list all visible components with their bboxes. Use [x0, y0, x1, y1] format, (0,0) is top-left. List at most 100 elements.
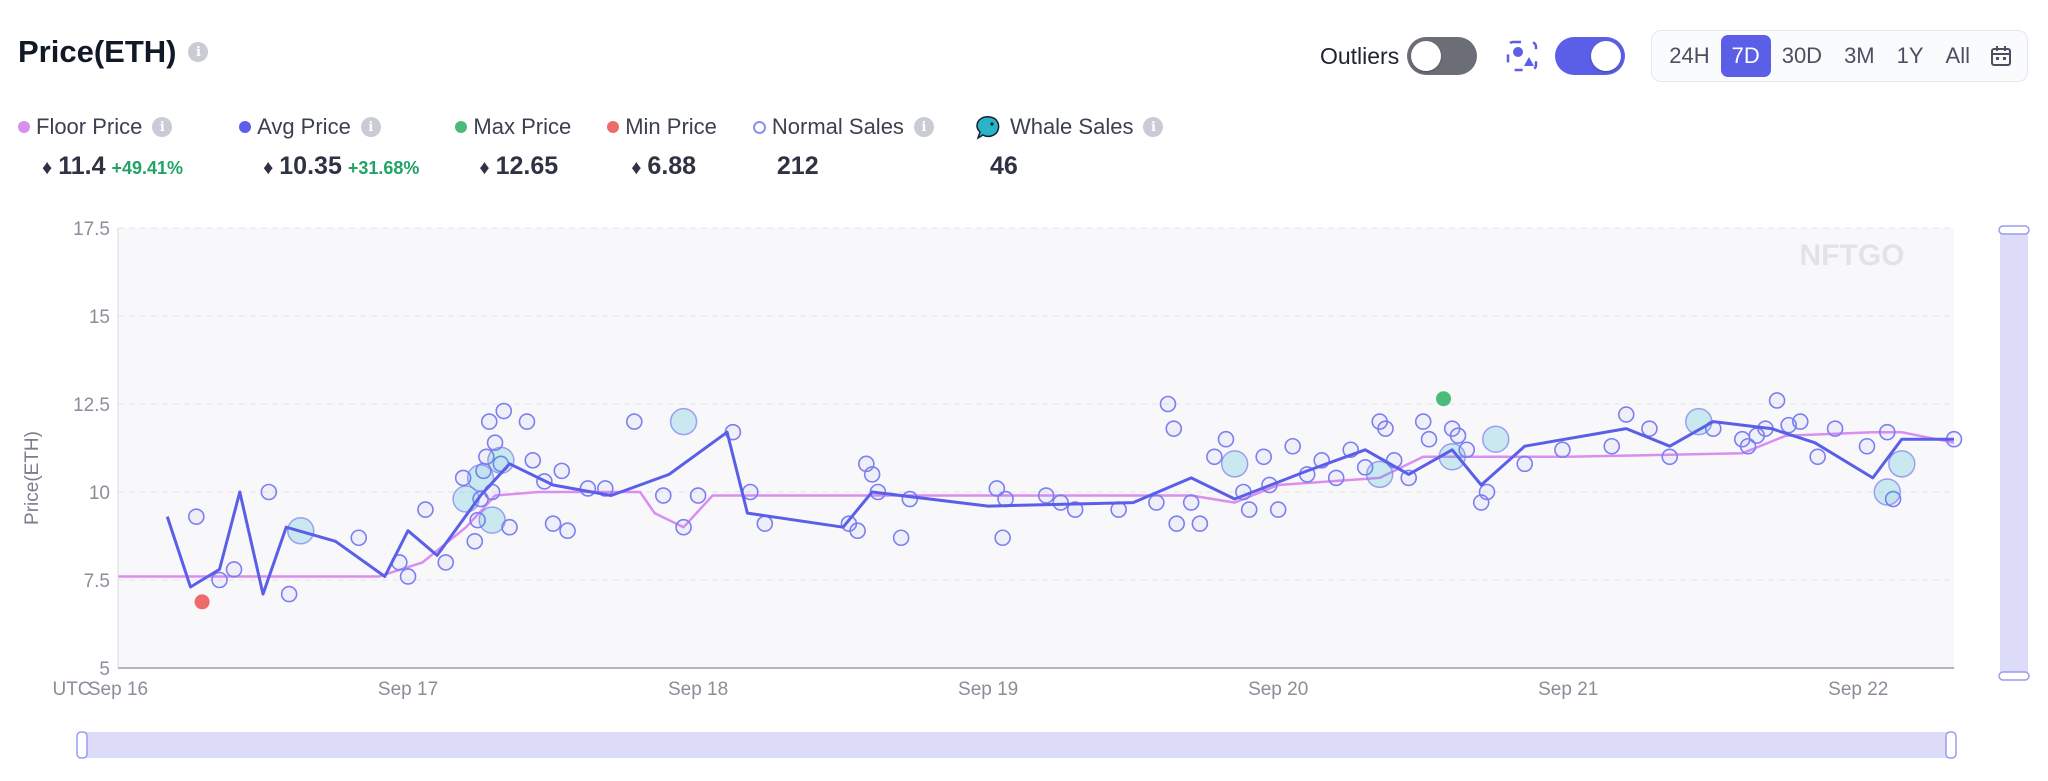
whale-sale-point: [478, 506, 506, 534]
legend-max-label: Max Price: [473, 114, 572, 139]
normal-sales-value: 212: [776, 152, 819, 180]
normal-sale-point: [1182, 494, 1200, 511]
horizontal-slider-left-handle[interactable]: [76, 731, 88, 759]
range-24h-button[interactable]: 24H: [1669, 43, 1710, 68]
normal-sale-point: [536, 473, 553, 490]
normal-sale-point: [469, 511, 486, 529]
normal-sale-point: [892, 529, 910, 547]
min-dot-icon: [607, 121, 620, 133]
whale-sale-point: [1685, 407, 1713, 436]
normal-sale-point: [994, 529, 1011, 547]
plot-area: [118, 228, 1954, 668]
vertical-zoom-slider[interactable]: [2000, 228, 2028, 676]
normal-sale-point: [1780, 416, 1797, 434]
whale-filter-icon: [1505, 39, 1539, 73]
normal-sale-point: [1809, 448, 1826, 466]
normal-sale-point: [1110, 501, 1127, 518]
x-tick-label: Sep 22: [1828, 679, 1888, 700]
normal-sale-point: [1641, 420, 1658, 437]
normal-sale-point: [1206, 448, 1223, 466]
avg-dot-icon: [239, 121, 252, 133]
vertical-slider-top-handle[interactable]: [1998, 225, 2030, 235]
normal-sale-point: [1217, 430, 1235, 448]
range-7d-button[interactable]: 7D: [1720, 35, 1771, 77]
normal-sale-point: [1371, 413, 1389, 430]
normal-sale-point: [417, 501, 434, 518]
horizontal-zoom-slider[interactable]: [82, 732, 1954, 758]
normal-sale-point: [260, 483, 278, 501]
y-tick-label: 17.5: [73, 219, 110, 240]
range-3m-button[interactable]: 3M: [1844, 43, 1875, 68]
normal-sale-point: [1791, 413, 1809, 430]
whale-sale-point: [1365, 460, 1394, 489]
normal-sale-point: [437, 554, 455, 571]
normal-sale-point: [742, 483, 759, 501]
normal-sale-point: [1261, 476, 1278, 494]
legend-avg-price[interactable]: Avg Price i ♦ 10.35 +31.68%: [239, 114, 419, 181]
normal-sale-point: [1739, 437, 1757, 455]
eth-icon: ♦: [479, 157, 490, 179]
normal-sale-point: [466, 532, 484, 550]
normal-sale-point: [524, 452, 542, 469]
normal-sale-point: [1472, 494, 1490, 511]
normal-sale-point: [1052, 494, 1069, 511]
normal-sale-point: [1165, 420, 1183, 437]
normal-sale-point: [483, 483, 501, 501]
whale-sale-point: [286, 516, 315, 545]
eth-icon: ♦: [42, 157, 53, 179]
normal-sale-point: [988, 480, 1006, 497]
legend-whale-sales[interactable]: Whale Sales i 46: [974, 114, 1164, 181]
eth-icon: ♦: [631, 157, 642, 179]
y-tick-label: 10: [89, 483, 110, 504]
calendar-icon[interactable]: [1981, 38, 2021, 74]
normal-sale-point: [1704, 420, 1722, 437]
normal-sale-point: [858, 455, 875, 473]
normal-sale-point: [1757, 420, 1774, 437]
normal-sale-point: [486, 434, 504, 452]
legend-avg-label: Avg Price: [257, 114, 351, 139]
whale-sale-point: [1438, 443, 1466, 471]
floor-price-line: [118, 430, 1955, 578]
info-icon[interactable]: i: [360, 117, 381, 137]
x-tick-label: Sep 20: [1248, 679, 1308, 700]
watermark: NFTGO: [1800, 239, 1905, 272]
normal-sale-point: [350, 529, 368, 547]
whale-toggle[interactable]: [1555, 37, 1626, 75]
floor-value: 11.4: [58, 152, 106, 180]
vertical-slider-bottom-handle[interactable]: [1998, 671, 2030, 681]
normal-sale-point: [480, 413, 498, 430]
avg-value: 10.35: [279, 152, 342, 180]
legend-normal-label: Normal Sales: [771, 114, 904, 139]
normal-sale-point: [1400, 469, 1418, 487]
normal-sale-point: [1420, 430, 1438, 448]
normal-sale-point: [1449, 427, 1467, 444]
x-tick-label: Sep 17: [378, 679, 438, 700]
range-1y-button[interactable]: 1Y: [1896, 43, 1924, 68]
title-text: Price(ETH): [18, 34, 177, 69]
x-tick-label: Sep 19: [958, 679, 1018, 700]
normal-sale-point: [1603, 437, 1621, 455]
whale-sale-point: [669, 407, 698, 436]
normal-sale-point: [1356, 459, 1374, 476]
outliers-label: Outliers: [1319, 42, 1400, 69]
legend-floor-price[interactable]: Floor Price i ♦ 11.4 +49.41%: [18, 114, 183, 181]
normal-sale-point: [559, 522, 576, 540]
range-30d-button[interactable]: 30D: [1781, 43, 1823, 68]
legend-min-price[interactable]: Min Price ♦ 6.88: [607, 114, 717, 181]
info-icon[interactable]: i: [1143, 117, 1164, 137]
y-tick-label: 15: [89, 307, 110, 328]
legend-max-price[interactable]: Max Price ♦ 12.65: [455, 114, 571, 181]
normal-sale-point: [501, 518, 518, 536]
info-icon[interactable]: i: [913, 117, 934, 137]
info-icon[interactable]: i: [188, 42, 209, 62]
normal-sales-circle-icon: [752, 120, 766, 134]
normal-sale-point: [1269, 501, 1287, 518]
horizontal-slider-right-handle[interactable]: [1945, 731, 1957, 759]
x-tick-label: Sep 16: [88, 679, 148, 700]
legend-normal-sales[interactable]: Normal Sales i 212: [752, 114, 934, 181]
info-icon[interactable]: i: [152, 117, 173, 137]
outliers-toggle[interactable]: [1407, 37, 1478, 75]
normal-sale-point: [1945, 430, 1963, 448]
range-all-button[interactable]: All: [1945, 43, 1970, 68]
normal-sale-point: [478, 448, 495, 466]
